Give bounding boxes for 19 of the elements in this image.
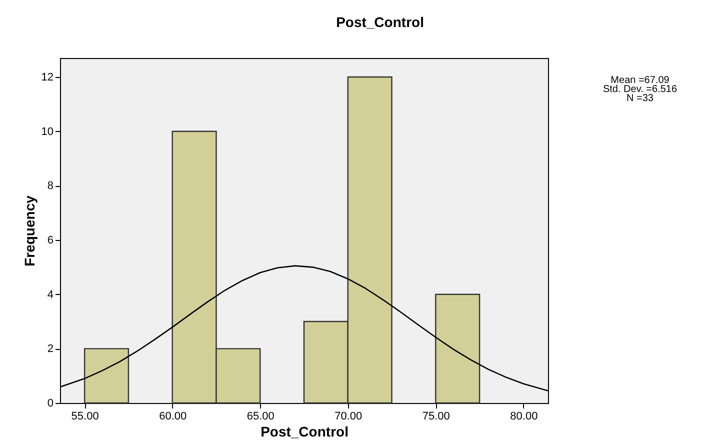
y-tick-label: 0 bbox=[47, 398, 54, 410]
y-tick-label: 2 bbox=[47, 343, 54, 356]
x-tick-label: 60.00 bbox=[159, 410, 187, 422]
text: Std. Dev. =6.516 bbox=[602, 84, 678, 95]
x-tick-label: 80.00 bbox=[510, 410, 538, 422]
text: N =33 bbox=[626, 93, 654, 104]
x-tick-label: 65.00 bbox=[246, 410, 274, 422]
y-tick-label: 6 bbox=[47, 234, 54, 247]
x-tick-label: 70.00 bbox=[334, 410, 362, 422]
y-tick-label: 4 bbox=[47, 288, 54, 301]
chart-title: Post_Control bbox=[336, 14, 424, 30]
text: Mean =67.09 bbox=[610, 75, 670, 86]
x-tick-label: 55.00 bbox=[71, 410, 99, 422]
y-tick-label: 10 bbox=[41, 126, 54, 138]
y-tick-label: 12 bbox=[41, 72, 54, 84]
x-tick-label: 75.00 bbox=[422, 410, 450, 422]
x-axis-title: Post_Control bbox=[260, 424, 348, 440]
y-tick-label: 8 bbox=[47, 180, 54, 192]
y-axis-title: Frequency bbox=[21, 195, 38, 266]
